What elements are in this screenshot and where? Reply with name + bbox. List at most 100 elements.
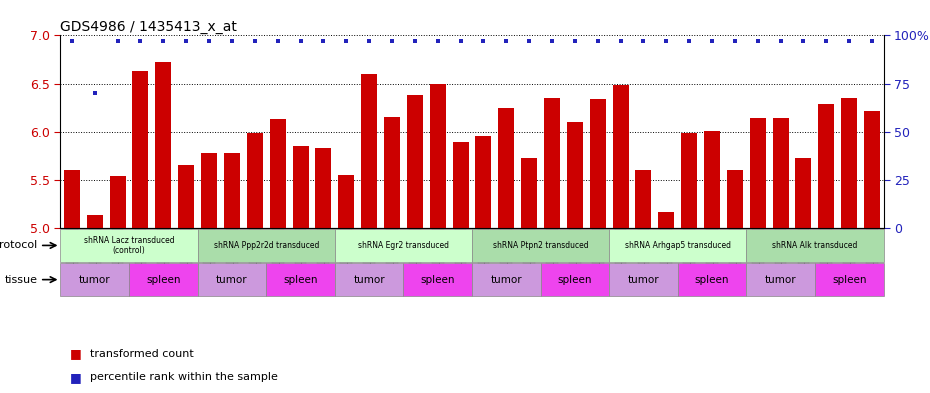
Text: shRNA Egr2 transduced: shRNA Egr2 transduced [358,241,449,250]
Point [133,38,148,44]
Point [293,38,308,44]
Point [362,38,377,44]
Point [658,38,673,44]
Bar [590,99,605,228]
Bar [293,146,309,228]
Bar [179,165,194,228]
Text: ■: ■ [70,371,82,384]
Point [179,38,193,44]
Point [842,38,857,44]
Bar [521,158,538,228]
Bar [201,153,217,228]
Bar [818,104,834,228]
Text: spleen: spleen [284,275,318,285]
Point [591,38,605,44]
Bar [246,132,263,228]
Bar [129,263,197,296]
Text: tumor: tumor [764,275,796,285]
Point [727,38,742,44]
Text: tumor: tumor [79,275,111,285]
Bar [609,229,746,262]
Bar [404,263,472,296]
Bar [540,263,609,296]
Point [751,38,765,44]
Bar [224,153,240,228]
Bar [613,85,629,228]
Bar [197,263,266,296]
Bar [681,132,698,228]
Bar [864,112,880,228]
Point [271,38,286,44]
Bar [60,229,197,262]
Text: shRNA Ptpn2 transduced: shRNA Ptpn2 transduced [493,241,589,250]
Bar [475,136,491,228]
Text: spleen: spleen [695,275,729,285]
Point [613,38,628,44]
Bar [110,176,126,228]
Point [224,38,239,44]
Point [431,38,445,44]
Point [636,38,651,44]
Point [339,38,353,44]
Text: ■: ■ [70,347,82,360]
Bar [544,98,560,228]
Point [819,38,834,44]
Text: spleen: spleen [420,275,455,285]
Point [498,38,513,44]
Point [87,90,102,96]
Text: tumor: tumor [490,275,522,285]
Point [407,38,422,44]
Bar [746,229,884,262]
Bar [361,74,377,228]
Bar [339,175,354,228]
Bar [658,211,674,228]
Bar [795,158,812,228]
Text: spleen: spleen [558,275,592,285]
Text: GDS4986 / 1435413_x_at: GDS4986 / 1435413_x_at [60,20,237,34]
Bar [609,263,678,296]
Bar [430,83,445,228]
Bar [635,170,651,228]
Bar [773,118,789,228]
Bar [406,95,423,228]
Bar [472,229,609,262]
Bar [498,108,514,228]
Point [453,38,468,44]
Text: transformed count: transformed count [90,349,194,359]
Point [247,38,262,44]
Text: shRNA Lacz transduced
(control): shRNA Lacz transduced (control) [84,236,174,255]
Point [682,38,697,44]
Point [796,38,811,44]
Bar [335,229,472,262]
Bar [132,71,149,228]
Text: protocol: protocol [0,241,37,250]
Text: tumor: tumor [216,275,247,285]
Bar [60,263,129,296]
Point [110,38,125,44]
Point [316,38,331,44]
Bar [842,98,857,228]
Bar [453,142,469,228]
Text: spleen: spleen [832,275,867,285]
Point [773,38,788,44]
Bar [704,131,720,228]
Bar [64,170,80,228]
Point [865,38,880,44]
Bar [315,148,331,228]
Text: tumor: tumor [353,275,385,285]
Bar [197,229,335,262]
Bar [472,263,540,296]
Bar [384,117,400,228]
Bar [270,119,286,228]
Bar [567,122,583,228]
Text: percentile rank within the sample: percentile rank within the sample [90,372,278,382]
Bar [750,118,765,228]
Text: tissue: tissue [5,275,37,285]
Point [156,38,171,44]
Text: shRNA Ppp2r2d transduced: shRNA Ppp2r2d transduced [214,241,319,250]
Text: shRNA Alk transduced: shRNA Alk transduced [772,241,857,250]
Text: shRNA Arhgap5 transduced: shRNA Arhgap5 transduced [625,241,731,250]
Bar [746,263,815,296]
Bar [815,263,883,296]
Bar [727,170,743,228]
